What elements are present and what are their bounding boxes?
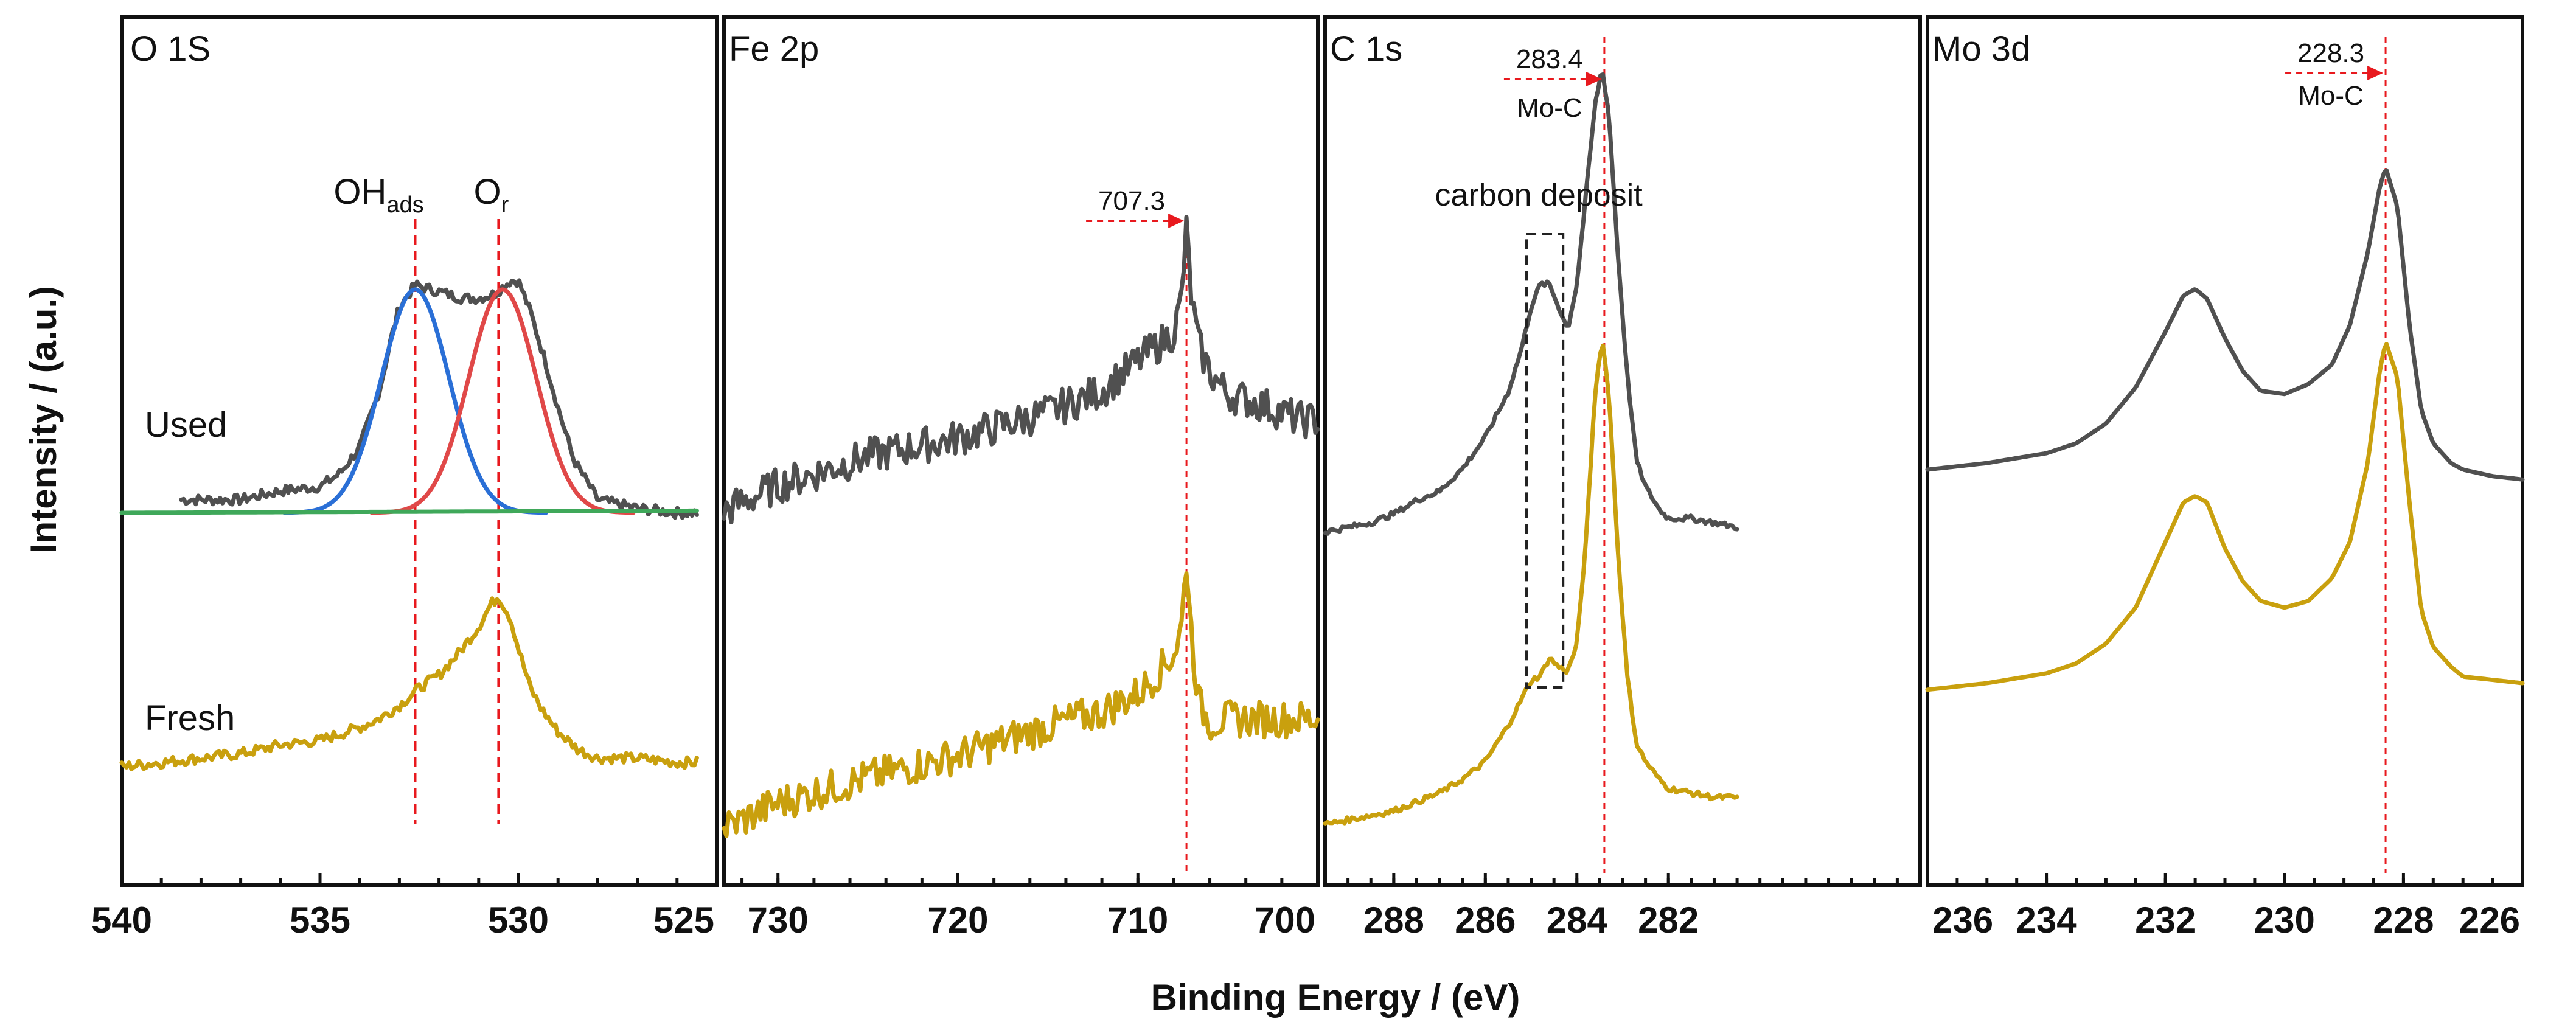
- x-tick-label-o1s: 530: [488, 900, 549, 940]
- panel-frame-mo3d: [1926, 15, 2524, 887]
- panel-frame-o1s: [120, 15, 719, 887]
- series-label-used-o1s: Used: [145, 405, 227, 445]
- x-tick-label-fe2p: 700: [1255, 900, 1315, 940]
- peak-label-sub: r: [501, 192, 509, 218]
- carbon-deposit-label: carbon deposit: [1435, 178, 1643, 213]
- series-fresh-o1s: [119, 596, 699, 771]
- x-tick-label-fe2p: 730: [748, 900, 809, 940]
- panel-title-mo3d: Mo 3d: [1932, 29, 2030, 69]
- x-tick-label-mo3d: 236: [1932, 900, 1993, 940]
- carbon-deposit-box: [1525, 233, 1565, 689]
- series-label-fresh-o1s: Fresh: [145, 698, 235, 738]
- x-axis-label: Binding Energy / (eV): [1151, 977, 1520, 1018]
- x-tick-label-o1s: 525: [653, 900, 714, 940]
- x-tick-label-o1s: 540: [91, 900, 152, 940]
- x-tick-label-fe2p: 710: [1107, 900, 1168, 940]
- annotation-sublabel-c1s: Mo-C: [1517, 93, 1582, 123]
- x-tick-label-o1s: 535: [290, 900, 350, 940]
- series-ohads-fit-o1s: [282, 287, 549, 515]
- panel-c1s: C 1s 288 286 284 282 283.4 Mo-C carbon deposit: [1323, 15, 1922, 940]
- series-fresh-mo3d: [1925, 342, 2525, 692]
- annotation-arrowhead-c1s: [1586, 72, 1602, 86]
- series-fresh-c1s: [1323, 343, 1739, 826]
- peak-label-main: OH: [333, 172, 386, 212]
- x-tick-label-mo3d: 230: [2254, 900, 2315, 940]
- panel-o1s: O 1S Used Fresh 540 535 530 525 OHads Or: [91, 15, 719, 940]
- series-used-c1s: [1323, 72, 1739, 536]
- panel-title-o1s: O 1S: [130, 29, 211, 69]
- panel-title-fe2p: Fe 2p: [729, 29, 819, 69]
- panel-mo3d: Mo 3d 236 234 232 230 228 226 228.3 Mo-C: [1925, 15, 2525, 940]
- x-tick-label-c1s: 288: [1363, 900, 1424, 940]
- x-tick-label-c1s: 282: [1638, 900, 1699, 940]
- y-axis-label: Intensity / (a.u.): [23, 286, 64, 554]
- annotation-arrowhead-mo3d: [2367, 66, 2384, 80]
- series-baseline-o1s: [119, 508, 699, 515]
- series-fresh-fe2p: [722, 571, 1320, 838]
- annotation-arrowhead-fe2p: [1168, 214, 1185, 228]
- x-tick-label-c1s: 286: [1455, 900, 1516, 940]
- annotation-value-mo3d: 228.3: [2297, 38, 2364, 68]
- x-tick-label-fe2p: 720: [927, 900, 988, 940]
- series-or-fit-o1s: [369, 287, 636, 515]
- series-used-fe2p: [722, 215, 1320, 524]
- peak-label-ohads: OHads: [333, 172, 423, 218]
- x-tick-label-mo3d: 234: [2016, 900, 2078, 940]
- x-tick-label-mo3d: 232: [2135, 900, 2196, 940]
- peak-label-main: O: [474, 172, 501, 212]
- annotation-value-c1s: 283.4: [1516, 44, 1583, 74]
- panel-frame-fe2p: [722, 15, 1320, 887]
- panel-fe2p: Fe 2p 730 720 710 700 707.3: [722, 15, 1320, 940]
- peak-label-or: Or: [474, 172, 509, 218]
- x-tick-label-mo3d: 226: [2459, 900, 2520, 940]
- annotation-sublabel-mo3d: Mo-C: [2298, 81, 2364, 111]
- series-used-mo3d: [1925, 168, 2525, 482]
- series-used-o1s: [179, 278, 699, 520]
- panel-frame-c1s: [1323, 15, 1922, 887]
- panel-title-c1s: C 1s: [1330, 29, 1402, 69]
- annotation-value-fe2p: 707.3: [1098, 186, 1165, 216]
- x-tick-label-c1s: 284: [1547, 900, 1608, 940]
- x-tick-label-mo3d: 228: [2373, 900, 2434, 940]
- peak-label-sub: ads: [386, 192, 423, 218]
